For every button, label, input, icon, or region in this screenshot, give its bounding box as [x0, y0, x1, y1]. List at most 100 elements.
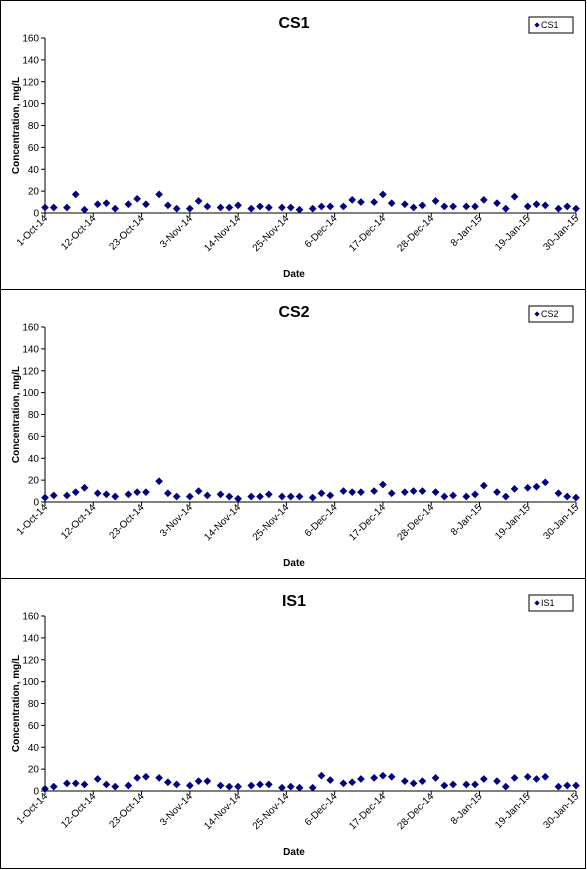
y-tick-label: 60 [28, 721, 40, 732]
chart-title: IS1 [282, 593, 306, 610]
data-point [49, 491, 58, 500]
legend-box [528, 594, 574, 612]
data-point [449, 491, 458, 500]
x-tick-label: 17-Dec-14 [347, 213, 388, 254]
data-point [102, 490, 111, 499]
data-point [278, 783, 286, 792]
data-point [431, 773, 440, 782]
data-point [286, 782, 295, 791]
y-tick-label: 100 [22, 99, 39, 110]
data-point [326, 202, 335, 211]
data-point [400, 200, 409, 209]
x-tick-label: 6-Dec-14 [303, 502, 340, 539]
data-point [111, 782, 120, 791]
data-point [141, 200, 150, 209]
x-tick-label: 23-Oct-14 [107, 791, 147, 831]
data-point [124, 200, 133, 209]
data-point [563, 781, 572, 790]
data-point [418, 201, 427, 210]
data-point [510, 484, 519, 493]
data-point [71, 779, 80, 788]
y-tick-label: 80 [28, 410, 40, 421]
x-tick-label: 25-Nov-14 [251, 791, 292, 832]
data-point [471, 202, 480, 211]
chart-title: CS2 [278, 304, 309, 321]
data-point [510, 192, 519, 201]
data-point [124, 781, 133, 790]
data-point [554, 782, 563, 791]
legend-box [528, 305, 574, 323]
data-point [163, 489, 172, 498]
x-axis-label: Date [283, 847, 305, 858]
data-point [418, 777, 427, 786]
data-point [278, 203, 286, 212]
x-tick-label: 3-Nov-14 [158, 213, 195, 250]
data-point [247, 204, 256, 213]
data-point [409, 779, 418, 788]
y-tick-label: 120 [22, 655, 39, 666]
data-point [295, 205, 304, 214]
data-point [440, 202, 449, 211]
y-tick-label: 80 [28, 699, 40, 710]
data-point [532, 482, 541, 491]
x-tick-label: 17-Dec-14 [347, 502, 388, 543]
data-point [203, 491, 212, 500]
data-point [163, 778, 172, 787]
x-tick-label: 14-Nov-14 [202, 791, 243, 832]
data-point [49, 203, 58, 212]
data-point [49, 782, 58, 791]
y-tick-label: 0 [33, 209, 39, 220]
data-point [440, 781, 449, 790]
data-point [479, 481, 488, 490]
y-tick-label: 100 [22, 388, 39, 399]
data-point [541, 772, 550, 781]
data-point [247, 492, 256, 501]
data-point [563, 492, 572, 501]
data-point [348, 778, 357, 787]
data-point [387, 199, 396, 208]
x-tick-label: 3-Nov-14 [158, 791, 195, 828]
data-point [479, 195, 488, 204]
data-point [357, 488, 365, 497]
y-tick-label: 60 [28, 432, 40, 443]
data-point [93, 489, 102, 498]
y-tick-label: 40 [28, 454, 40, 465]
data-point [418, 487, 427, 496]
data-point [370, 198, 379, 207]
data-point [523, 772, 532, 781]
data-point [532, 775, 541, 783]
data-point [247, 781, 256, 790]
y-tick-label: 140 [22, 633, 39, 644]
data-point [378, 190, 387, 199]
data-point [554, 489, 563, 498]
data-point [264, 203, 273, 212]
data-point [286, 492, 295, 501]
x-tick-label: 3-Nov-14 [158, 502, 195, 539]
x-tick-label: 25-Nov-14 [251, 213, 292, 254]
y-tick-label: 0 [33, 498, 39, 509]
chart-panel-cs2: CS2 0 20 40 60 80 100 120 140 160 1-Oct-14 12-Oct-1… [0, 289, 586, 579]
data-point [370, 773, 379, 782]
y-tick-label: 160 [22, 323, 39, 334]
x-tick-label: 19-Jan-15 [493, 213, 533, 253]
data-point [71, 488, 80, 497]
data-point [572, 493, 580, 502]
data-point [308, 783, 317, 792]
chart-panel-is1: IS1 0 20 40 60 80 100 120 140 160 1-Oct-14 12-Oct-1… [0, 578, 586, 869]
data-point [216, 490, 225, 499]
x-tick-label: 14-Nov-14 [202, 502, 243, 543]
x-tick-label: 30-Jan-15 [542, 213, 582, 253]
data-point [572, 204, 580, 213]
x-tick-label: 8-Jan-15 [449, 502, 485, 538]
data-point [501, 204, 510, 213]
data-point [449, 780, 458, 789]
data-point [449, 202, 458, 211]
data-point [541, 478, 550, 487]
data-point [185, 492, 194, 501]
data-point [308, 204, 317, 213]
data-point [462, 202, 471, 211]
data-point [155, 477, 164, 486]
